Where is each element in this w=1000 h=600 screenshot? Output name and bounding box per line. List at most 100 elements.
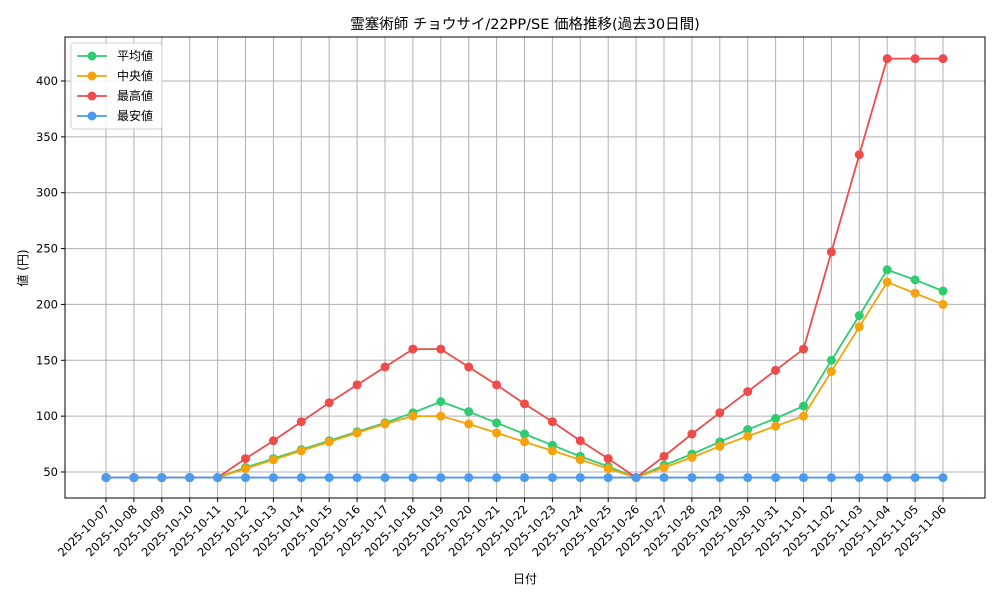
data-point bbox=[659, 451, 669, 461]
data-point bbox=[938, 286, 948, 296]
data-point bbox=[268, 473, 278, 483]
data-point bbox=[882, 265, 892, 275]
data-point bbox=[659, 463, 669, 473]
data-point bbox=[771, 365, 781, 375]
data-point bbox=[603, 454, 613, 464]
data-point bbox=[715, 408, 725, 418]
data-point bbox=[492, 473, 502, 483]
data-point bbox=[910, 54, 920, 64]
y-axis-label: 値 (円) bbox=[15, 249, 30, 286]
data-point bbox=[296, 417, 306, 427]
data-point bbox=[854, 311, 864, 321]
y-tick-label: 250 bbox=[36, 242, 58, 256]
data-point bbox=[352, 428, 362, 438]
data-point bbox=[436, 411, 446, 421]
y-tick-label: 50 bbox=[43, 465, 58, 479]
legend-marker bbox=[87, 71, 97, 81]
data-point bbox=[799, 473, 808, 483]
data-point bbox=[882, 473, 892, 483]
data-point bbox=[743, 431, 753, 441]
legend-marker bbox=[87, 111, 97, 121]
legend-marker bbox=[87, 91, 97, 101]
data-point bbox=[380, 419, 390, 429]
data-point bbox=[910, 275, 920, 285]
y-tick-label: 150 bbox=[36, 353, 58, 367]
data-point bbox=[408, 411, 418, 421]
y-tick-label: 100 bbox=[36, 409, 58, 423]
data-point bbox=[492, 418, 502, 428]
data-point bbox=[799, 411, 808, 421]
data-point bbox=[185, 473, 195, 483]
data-point bbox=[854, 473, 864, 483]
data-point bbox=[380, 362, 390, 372]
data-point bbox=[826, 355, 836, 365]
data-point bbox=[575, 436, 585, 446]
legend-label: 中央値 bbox=[117, 68, 153, 83]
data-point bbox=[743, 425, 753, 435]
data-point bbox=[520, 437, 529, 447]
data-point bbox=[129, 473, 139, 483]
series-lines bbox=[101, 54, 948, 483]
data-point bbox=[910, 288, 920, 298]
data-point bbox=[547, 417, 557, 427]
data-point bbox=[268, 455, 278, 465]
y-tick-label: 300 bbox=[36, 186, 58, 200]
x-axis-label: 日付 bbox=[513, 572, 537, 586]
data-point bbox=[492, 428, 502, 438]
data-point bbox=[799, 401, 808, 411]
data-point bbox=[631, 473, 641, 483]
data-point bbox=[687, 452, 697, 462]
legend-label: 最高値 bbox=[117, 88, 153, 103]
data-point bbox=[464, 419, 474, 429]
grid bbox=[65, 37, 985, 498]
data-point bbox=[910, 473, 920, 483]
y-tick-label: 350 bbox=[36, 130, 58, 144]
data-point bbox=[436, 344, 446, 354]
data-point bbox=[464, 473, 474, 483]
data-point bbox=[854, 322, 864, 332]
data-point bbox=[938, 299, 948, 309]
data-point bbox=[743, 473, 753, 483]
data-point bbox=[659, 473, 669, 483]
data-point bbox=[771, 421, 781, 431]
data-point bbox=[241, 454, 250, 464]
y-axis: 50 100 150 200 250 300 350 400 bbox=[36, 74, 65, 479]
series-最安値 bbox=[101, 473, 948, 483]
data-point bbox=[241, 473, 250, 483]
data-point bbox=[520, 429, 529, 439]
data-point bbox=[380, 473, 390, 483]
data-point bbox=[799, 344, 808, 354]
data-point bbox=[826, 366, 836, 376]
data-point bbox=[157, 473, 167, 483]
data-point bbox=[575, 473, 585, 483]
data-point bbox=[296, 446, 306, 456]
data-point bbox=[436, 473, 446, 483]
data-point bbox=[324, 473, 334, 483]
data-point bbox=[213, 473, 223, 483]
legend-box bbox=[70, 42, 163, 130]
data-point bbox=[352, 380, 362, 390]
data-point bbox=[603, 464, 613, 474]
data-point bbox=[324, 398, 334, 408]
data-point bbox=[882, 277, 892, 287]
data-point bbox=[882, 54, 892, 64]
data-point bbox=[743, 387, 753, 397]
data-point bbox=[464, 407, 474, 417]
data-point bbox=[492, 380, 502, 390]
data-point bbox=[938, 473, 948, 483]
data-point bbox=[771, 413, 781, 423]
data-point bbox=[715, 473, 725, 483]
x-axis: 2025-10-072025-10-082025-10-092025-10-10… bbox=[55, 498, 949, 559]
data-point bbox=[520, 399, 529, 409]
data-point bbox=[296, 473, 306, 483]
data-point bbox=[826, 247, 836, 257]
data-point bbox=[241, 464, 250, 474]
data-point bbox=[826, 473, 836, 483]
data-point bbox=[854, 150, 864, 160]
data-point bbox=[603, 473, 613, 483]
data-point bbox=[575, 455, 585, 465]
data-point bbox=[687, 473, 697, 483]
data-point bbox=[547, 473, 557, 483]
